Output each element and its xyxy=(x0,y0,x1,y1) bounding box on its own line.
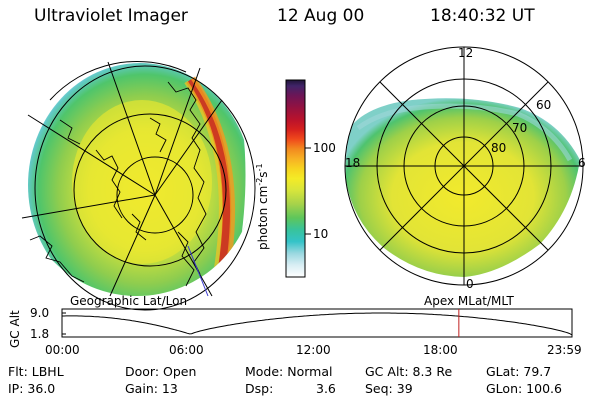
time-label: 18:40:32 UT xyxy=(430,6,535,26)
info-door: Door: Open xyxy=(125,364,197,379)
colorbar-tick-10: 10 xyxy=(313,227,329,241)
xtick-2359: 23:59 xyxy=(547,343,582,357)
altitude-ylabel: GC Alt xyxy=(8,310,22,348)
colorbar-unit-label: photon cm-2s-1 xyxy=(255,163,270,250)
info-gain: Gain: 13 xyxy=(125,381,178,396)
geo-dayside-arc xyxy=(186,77,232,271)
info-gc-alt: GC Alt: 8.3 Re xyxy=(365,364,453,379)
colorbar-tick-100: 100 xyxy=(313,141,336,155)
mlat-label-80: 80 xyxy=(491,141,507,155)
mlt-label-6: 6 xyxy=(578,156,586,170)
info-filter: Flt: LBHL xyxy=(8,364,64,379)
altitude-plot xyxy=(61,308,573,338)
mlt-label-12: 12 xyxy=(458,46,474,60)
altitude-curve xyxy=(62,312,573,336)
xtick-0000: 00:00 xyxy=(45,343,80,357)
mlt-label-18: 18 xyxy=(345,156,361,170)
apex-auroral-emission xyxy=(345,98,580,277)
colorbar xyxy=(285,79,311,278)
mlt-label-0: 0 xyxy=(466,277,474,291)
info-ip: IP: 36.0 xyxy=(8,381,56,396)
date-label: 12 Aug 00 xyxy=(277,6,365,26)
apex-panel xyxy=(344,46,584,286)
apex-mlt-lines xyxy=(345,47,583,285)
xtick-1200: 12:00 xyxy=(296,343,331,357)
info-glat: GLat: 79.7 xyxy=(486,364,552,379)
info-seq: Seq: 39 xyxy=(365,381,413,396)
geo-meridians xyxy=(21,61,223,297)
geo-panel-caption: Geographic Lat/Lon xyxy=(70,294,188,308)
info-dsp-label: Dsp: xyxy=(245,381,274,396)
instrument-title: Ultraviolet Imager xyxy=(34,6,188,26)
mlat-label-60: 60 xyxy=(536,98,552,112)
colorbar-scale xyxy=(285,79,306,278)
geo-coastlines xyxy=(29,81,207,287)
xtick-0600: 06:00 xyxy=(169,343,204,357)
xtick-1800: 18:00 xyxy=(423,343,458,357)
altitude-ytick-1-8: 1.8 xyxy=(30,327,50,341)
info-mode: Mode: Normal xyxy=(245,364,333,379)
altitude-plot-frame xyxy=(61,308,573,338)
geo-latitude-circles xyxy=(34,65,256,311)
info-dsp-value: 3.6 xyxy=(316,381,336,396)
altitude-ytick-9: 9.0 xyxy=(30,306,50,320)
info-glon: GLon: 100.6 xyxy=(486,381,562,396)
apex-panel-caption: Apex MLat/MLT xyxy=(424,294,514,308)
mlat-label-70: 70 xyxy=(512,121,528,135)
